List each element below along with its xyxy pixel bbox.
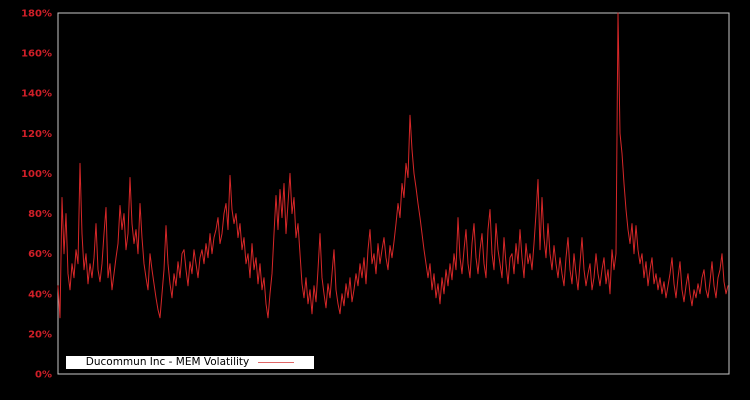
- plot-border: [57, 12, 730, 375]
- y-tick-label: 160%: [21, 49, 52, 60]
- y-axis-tick-labels: 0% 20% 40% 60% 80% 100% 120% 140% 160% 180%: [21, 9, 52, 381]
- volatility-line: [57, 12, 729, 319]
- y-tick-label: 20%: [28, 329, 52, 340]
- y-tick-label: 180%: [21, 9, 52, 20]
- y-tick-label: 0%: [35, 370, 52, 381]
- y-tick-label: 120%: [21, 129, 52, 140]
- y-tick-label: 100%: [21, 169, 52, 180]
- legend-line-swatch: [258, 362, 295, 363]
- y-tick-label: 80%: [28, 209, 52, 220]
- legend-label: Ducommun Inc - MEM Volatility: [85, 356, 250, 368]
- y-tick-label: 40%: [28, 289, 52, 300]
- y-tick-label: 60%: [28, 249, 52, 260]
- legend: Ducommun Inc - MEM Volatility: [66, 356, 314, 369]
- y-tick-label: 140%: [21, 89, 52, 100]
